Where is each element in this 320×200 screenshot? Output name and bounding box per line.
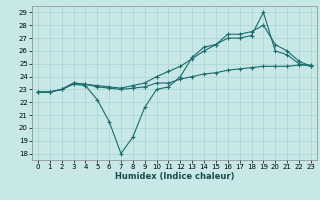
X-axis label: Humidex (Indice chaleur): Humidex (Indice chaleur) [115,172,234,181]
